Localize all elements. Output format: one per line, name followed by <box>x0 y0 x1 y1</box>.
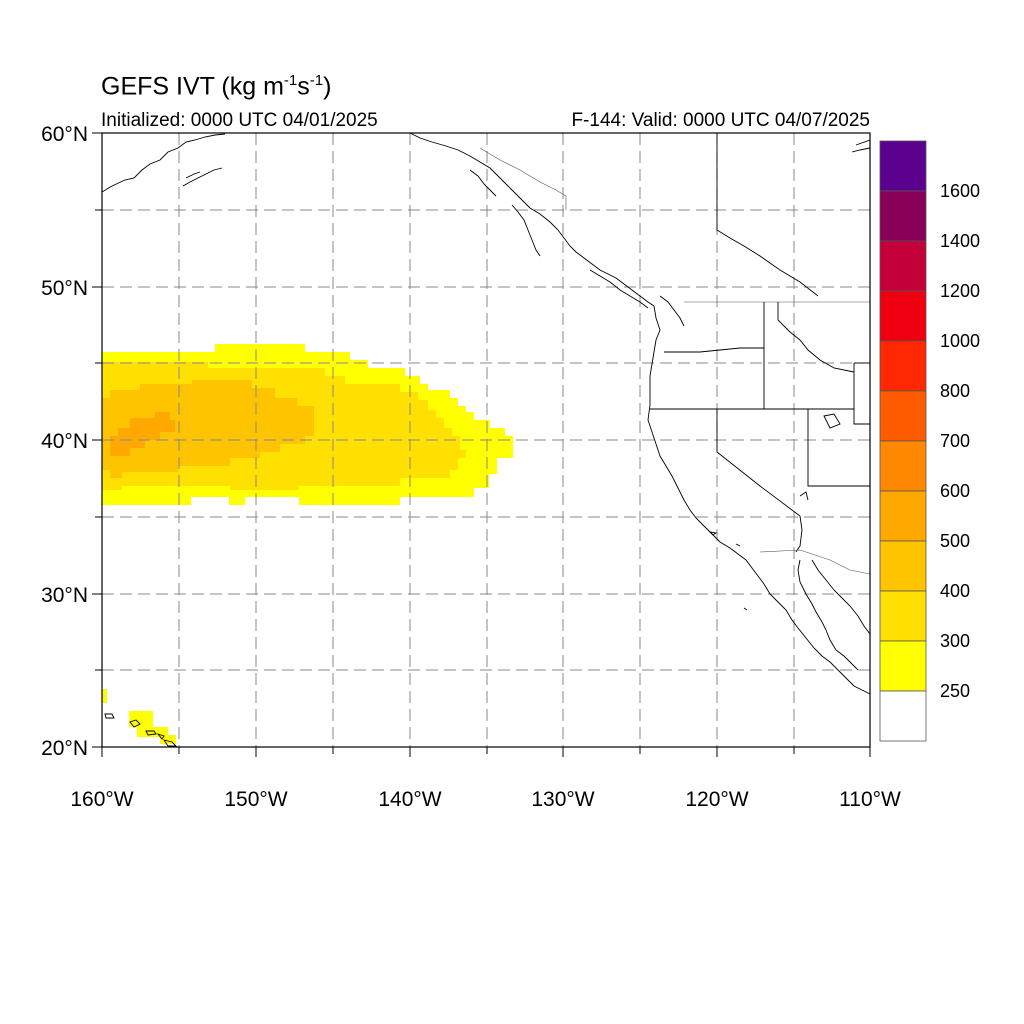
lat-label: 30°N <box>41 584 88 607</box>
lon-label: 150°W <box>224 788 287 811</box>
lon-label: 120°W <box>685 788 748 811</box>
colorbar-label: 1400 <box>940 231 980 251</box>
ivt-contour-400 <box>102 380 314 478</box>
colorbar-swatch <box>879 290 927 342</box>
coastlines <box>102 133 870 747</box>
ivt-patch-west-edge <box>102 689 107 703</box>
colorbar-swatch <box>879 640 927 692</box>
colorbar-label: 400 <box>940 581 970 601</box>
axis-ticks <box>92 132 871 757</box>
colorbar-swatch <box>879 490 927 542</box>
colorbar-swatch <box>879 440 927 492</box>
colorbar-swatch <box>879 590 927 642</box>
lat-label: 40°N <box>41 430 88 453</box>
colorbar-swatch <box>879 540 927 592</box>
valid-time-label: F-144: Valid: 0000 UTC 04/07/2025 <box>571 110 870 131</box>
lat-labels: 60°N 50°N 40°N 30°N 20°N <box>41 123 88 760</box>
colorbar-swatch <box>879 240 927 292</box>
colorbar-swatch <box>879 690 927 742</box>
colorbar-label: 1200 <box>940 281 980 301</box>
colorbar-label: 600 <box>940 481 970 501</box>
lon-label: 130°W <box>531 788 594 811</box>
lon-label: 140°W <box>378 788 441 811</box>
colorbar-label: 500 <box>940 531 970 551</box>
colorbar-swatch <box>879 140 927 192</box>
map-grid <box>102 133 870 747</box>
colorbar-swatch <box>879 190 927 242</box>
colorbar-label: 300 <box>940 631 970 651</box>
ivt-contour-500 <box>110 412 175 456</box>
ivt-patch-hawaii <box>129 711 176 744</box>
init-time-label: Initialized: 0000 UTC 04/01/2025 <box>101 110 378 131</box>
colorbar-label: 1600 <box>940 181 980 201</box>
lon-label: 110°W <box>839 788 901 811</box>
colorbar: 1600 1400 1200 1000 800 700 600 500 400 300 250 <box>879 140 980 742</box>
colorbar-swatch <box>879 340 927 392</box>
lon-labels: 160°W 150°W 140°W 130°W 120°W 110°W <box>70 788 901 811</box>
colorbar-label: 800 <box>940 381 970 401</box>
lat-label: 60°N <box>41 123 88 146</box>
colorbar-label: 250 <box>940 681 970 701</box>
lat-label: 50°N <box>41 277 88 300</box>
lon-label: 160°W <box>70 788 133 811</box>
ivt-field <box>102 344 513 744</box>
lat-label: 20°N <box>41 737 88 760</box>
colorbar-label: 1000 <box>940 331 980 351</box>
colorbar-label: 700 <box>940 431 970 451</box>
map-title: GEFS IVT (kg m-1s-1) <box>101 72 332 101</box>
colorbar-swatch <box>879 390 927 442</box>
